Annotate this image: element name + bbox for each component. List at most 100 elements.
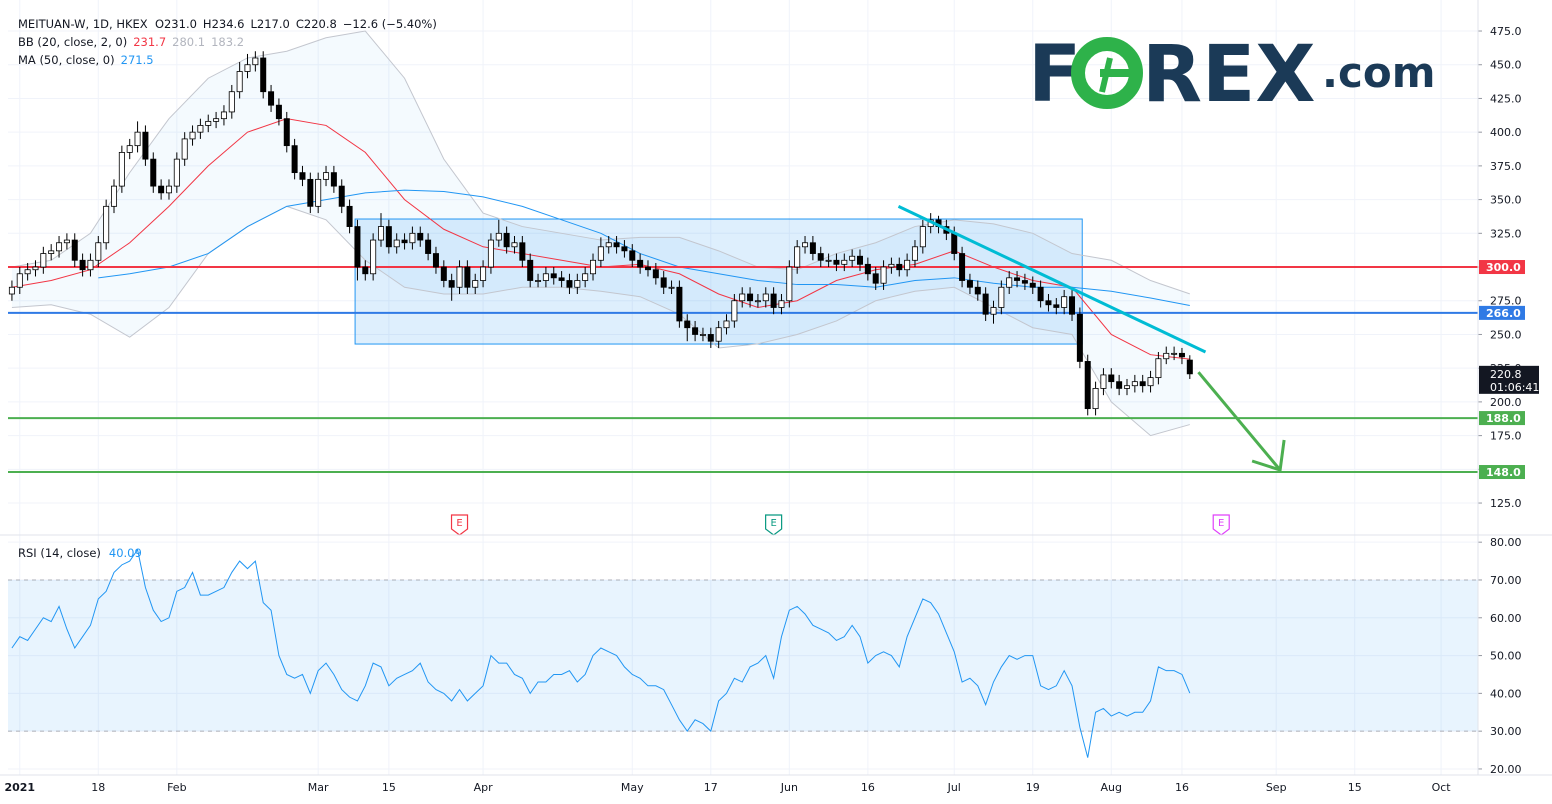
y-tick-label: 350.0 xyxy=(1490,194,1522,207)
candle-body xyxy=(1131,381,1138,387)
candle-body xyxy=(1108,374,1115,383)
header: MEITUAN-W, 1D, HKEX O231.0 H234.6 L217.0 C22… xyxy=(18,17,437,560)
candle-body xyxy=(48,250,55,254)
x-tick-label: 17 xyxy=(704,781,718,794)
candle-body xyxy=(605,242,612,248)
candle-body xyxy=(1053,304,1060,308)
candle-body xyxy=(951,232,958,254)
rsi-tick-label: 50.00 xyxy=(1490,650,1522,663)
candle-body xyxy=(857,255,864,265)
event-flag xyxy=(765,514,783,536)
candle-body xyxy=(1061,296,1068,308)
indicator-value: 271.5 xyxy=(121,53,154,67)
candle-body xyxy=(637,259,644,268)
candle-body xyxy=(315,178,322,207)
indicator-value: 280.1 xyxy=(172,35,205,49)
rsi-tick-label: 30.00 xyxy=(1490,725,1522,738)
logo-right: REX xyxy=(1142,30,1315,120)
candle-body xyxy=(291,145,298,174)
candle-body xyxy=(79,259,86,271)
logo-coin-slash xyxy=(1099,57,1113,93)
candle-body xyxy=(16,273,23,288)
candle-body xyxy=(849,255,856,261)
candle-body xyxy=(1171,352,1178,355)
candle-body xyxy=(24,269,31,275)
candle-body xyxy=(1037,286,1044,302)
indicator-legend: BB (20, close, 2, 0) 231.7 280.1 183.2 xyxy=(18,35,244,49)
candle-body xyxy=(150,158,157,187)
candle-body xyxy=(111,185,118,207)
y-tick-label: 450.0 xyxy=(1490,59,1522,72)
candle-body xyxy=(770,293,777,308)
candle-body xyxy=(582,273,589,281)
candle-body xyxy=(95,242,102,261)
event-flag xyxy=(1212,514,1230,536)
logo-suffix: .com xyxy=(1322,48,1435,97)
candle-body xyxy=(1029,282,1036,288)
x-tick-label: 2021 xyxy=(4,781,35,794)
candle-body xyxy=(511,242,518,248)
candle-body xyxy=(809,242,816,254)
candle-body xyxy=(731,300,738,322)
candle-body xyxy=(519,242,526,261)
candle-body xyxy=(904,259,911,271)
candle-body xyxy=(118,151,125,187)
x-tick-label: 19 xyxy=(1026,781,1040,794)
candle-body xyxy=(778,300,785,308)
candle-body xyxy=(346,205,353,227)
candle-body xyxy=(283,118,290,147)
x-tick-label: 15 xyxy=(382,781,396,794)
candle-body xyxy=(621,246,628,252)
candle-body xyxy=(794,246,801,268)
rsi-tick-label: 80.00 xyxy=(1490,536,1522,549)
candle-body xyxy=(998,286,1005,308)
x-tick-label: 16 xyxy=(861,781,875,794)
candle-body xyxy=(503,232,510,248)
candle-body xyxy=(393,239,400,248)
candle-body xyxy=(432,253,439,268)
x-tick-label: Feb xyxy=(167,781,186,794)
candle-body xyxy=(550,273,557,279)
candle-body xyxy=(252,57,259,66)
candle-body xyxy=(126,145,133,153)
candle-body xyxy=(707,334,714,342)
candle-body xyxy=(762,293,769,302)
candle-body xyxy=(1147,377,1154,387)
candle-body xyxy=(158,185,165,194)
x-tick-label: Jul xyxy=(947,781,961,794)
candle-body xyxy=(417,232,424,241)
x-tick-label: May xyxy=(621,781,644,794)
candle-body xyxy=(87,259,94,271)
candle-body xyxy=(71,239,78,261)
candle-body xyxy=(747,293,754,302)
candle-body xyxy=(911,246,918,261)
candle-body xyxy=(165,185,172,194)
indicator-legend: MA (50, close, 0) 271.5 xyxy=(18,53,154,67)
candle-body xyxy=(472,280,479,288)
level-tag xyxy=(1479,465,1525,480)
candle-body xyxy=(896,263,903,271)
indicator-name: BB (20, close, 2, 0) xyxy=(18,35,127,49)
symbol: MEITUAN-W, 1D, HKEX xyxy=(18,17,148,31)
x-tick-label: Sep xyxy=(1266,781,1287,794)
candle-body xyxy=(880,266,887,284)
candle-body xyxy=(1014,277,1021,281)
candle-body xyxy=(268,91,275,106)
candle-body xyxy=(189,131,196,140)
candle-body xyxy=(1116,381,1123,389)
candle-body xyxy=(323,172,330,180)
candle-body xyxy=(1006,277,1013,288)
candle-body xyxy=(205,120,212,126)
candle-body xyxy=(668,286,675,289)
candle-body xyxy=(354,226,361,268)
level-label: 300.0 xyxy=(1486,261,1521,274)
level-label: 266.0 xyxy=(1486,307,1521,320)
candle-body xyxy=(660,277,667,288)
logo-coin xyxy=(1071,37,1143,109)
candle-body xyxy=(1186,359,1193,375)
rsi-tick-label: 60.00 xyxy=(1490,612,1522,625)
candle-body xyxy=(487,239,494,268)
candle-body xyxy=(142,131,149,160)
candle-body xyxy=(739,293,746,302)
